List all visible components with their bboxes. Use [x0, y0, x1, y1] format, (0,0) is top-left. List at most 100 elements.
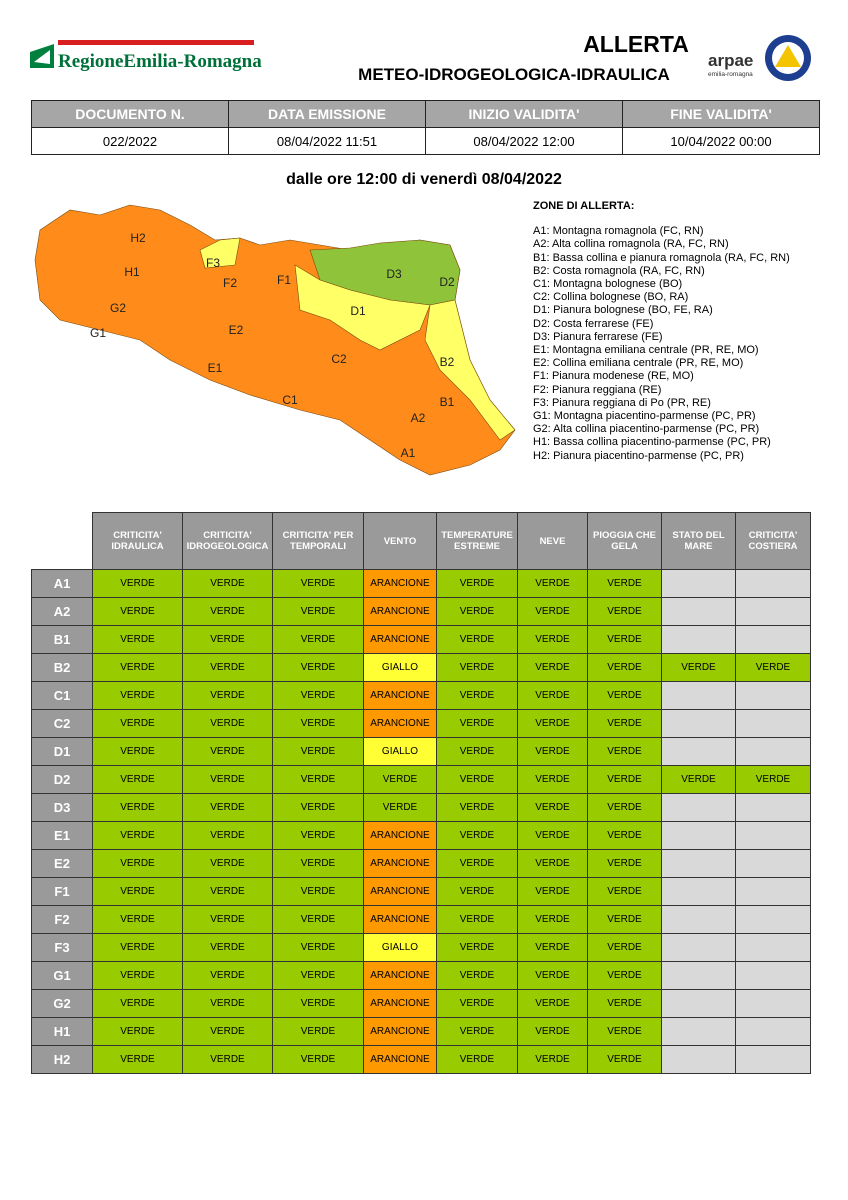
alert-cell: GIALLO — [363, 737, 437, 766]
zone-label: F3 — [31, 933, 93, 962]
alert-cell: VERDE — [272, 933, 364, 962]
alert-cell: VERDE — [92, 569, 183, 598]
alert-cell: ARANCIONE — [363, 1017, 437, 1046]
zone-label: C2 — [31, 709, 93, 738]
alert-cell — [661, 597, 736, 626]
map-zone-label: A1 — [401, 446, 416, 460]
alert-cell: VERDE — [587, 849, 662, 878]
legend-title: ZONE DI ALLERTA: — [533, 200, 635, 212]
zone-row: A2 VERDE VERDE VERDE ARANCIONE VERDE VERDE VERD… — [31, 597, 811, 626]
alert-cell: VERDE — [92, 793, 183, 822]
alert-cell: VERDE — [587, 569, 662, 598]
alert-cell: VERDE — [436, 961, 518, 990]
legend-item: E2: Collina emiliana centrale (PR, RE, M… — [533, 357, 744, 370]
alert-cell: VERDE — [587, 989, 662, 1018]
alert-cell: VERDE — [436, 625, 518, 654]
alert-cell: VERDE — [182, 597, 273, 626]
info-header: DATA EMISSIONE — [228, 100, 426, 128]
info-row: DOCUMENTO N. DATA EMISSIONE INIZIO VALIDIT… — [31, 100, 820, 128]
info-value: 08/04/2022 11:51 — [228, 127, 426, 155]
zone-label: D3 — [31, 793, 93, 822]
alert-cell — [661, 569, 736, 598]
alert-cell: VERDE — [272, 569, 364, 598]
map-zone-label: H2 — [130, 231, 146, 245]
logo-mark-detail — [34, 50, 50, 64]
map: H2 F3 H1 F2 F1 D3 D2 G2 D1 G1 E2 B2 C2 E1 B1 C1 A2 A1 — [34, 204, 516, 476]
alert-cell: VERDE — [92, 877, 183, 906]
zone-label: H2 — [31, 1045, 93, 1074]
legend-item: G1: Montagna piacentino-parmense (PC, PR… — [533, 410, 756, 423]
map-zone-label: G2 — [110, 301, 126, 315]
alert-cell: VERDE — [587, 905, 662, 934]
alert-cell: VERDE — [587, 877, 662, 906]
alert-cell: VERDE — [517, 849, 588, 878]
alert-cell — [661, 877, 736, 906]
alert-cell: VERDE — [517, 905, 588, 934]
alert-cell — [735, 905, 811, 934]
alert-cell: VERDE — [587, 737, 662, 766]
alert-cell — [735, 625, 811, 654]
alert-cell — [661, 737, 736, 766]
alert-cell: VERDE — [272, 709, 364, 738]
legend-item: C2: Collina bolognese (BO, RA) — [533, 291, 689, 304]
alert-cell: VERDE — [587, 1017, 662, 1046]
alert-cell: VERDE — [272, 625, 364, 654]
info-table: DOCUMENTO N. DATA EMISSIONE INIZIO VALIDIT… — [31, 100, 820, 155]
alert-cell — [735, 821, 811, 850]
alert-cell — [735, 961, 811, 990]
alert-cell: VERDE — [92, 765, 183, 794]
alert-cell: ARANCIONE — [363, 597, 437, 626]
legend-item: E1: Montagna emiliana centrale (PR, RE, … — [533, 344, 759, 357]
zone-row: F3 VERDE VERDE VERDE GIALLO VERDE VERDE VERDE — [31, 933, 811, 962]
alert-cell — [661, 681, 736, 710]
alert-cell: VERDE — [436, 765, 518, 794]
alert-cell: VERDE — [92, 961, 183, 990]
map-yellow-f3 — [199, 237, 241, 269]
map-zone-label: F1 — [277, 273, 291, 287]
alert-cell: VERDE — [587, 681, 662, 710]
legend-item: G2: Alta collina piacentino-parmense (PC… — [533, 423, 760, 436]
alert-cell: ARANCIONE — [363, 681, 437, 710]
column-header: CRITICITA' COSTIERA — [735, 512, 811, 570]
table-head: CRITICITA' IDRAULICA CRITICITA' IDROGEOLO… — [31, 512, 811, 570]
alert-cell — [661, 821, 736, 850]
alert-cell: VERDE — [436, 989, 518, 1018]
legend-item: B1: Bassa collina e pianura romagnola (R… — [533, 251, 790, 264]
zone-label: D2 — [31, 765, 93, 794]
column-header: CRITICITA' IDRAULICA — [92, 512, 183, 570]
alert-cell: VERDE — [272, 961, 364, 990]
alert-cell — [735, 569, 811, 598]
alert-cell — [735, 737, 811, 766]
alert-cell — [661, 625, 736, 654]
table-body: A1 VERDE VERDE VERDE ARANCIONE VERDE VERDE VERD… — [31, 569, 811, 1074]
alert-table: CRITICITA' IDRAULICA CRITICITA' IDROGEOLO… — [31, 512, 811, 1074]
zone-label: G2 — [31, 989, 93, 1018]
alert-cell: VERDE — [272, 989, 364, 1018]
column-header: CRITICITA' IDROGEOLOGICA — [182, 512, 273, 570]
alert-cell — [661, 989, 736, 1018]
header-row: CRITICITA' IDRAULICA CRITICITA' IDROGEOLO… — [31, 512, 811, 570]
alert-cell: VERDE — [272, 877, 364, 906]
column-header: STATO DEL MARE — [661, 512, 736, 570]
alert-cell: ARANCIONE — [363, 877, 437, 906]
alert-cell — [735, 709, 811, 738]
info-value: 022/2022 — [31, 127, 229, 155]
alert-cell: VERDE — [272, 653, 364, 682]
alert-cell: VERDE — [517, 569, 588, 598]
alert-cell — [661, 905, 736, 934]
alert-cell: VERDE — [272, 1017, 364, 1046]
column-header: PIOGGIA CHE GELA — [587, 512, 662, 570]
alert-cell — [735, 989, 811, 1018]
zone-label: B1 — [31, 625, 93, 654]
alert-cell: VERDE — [517, 821, 588, 850]
alert-cell: VERDE — [92, 989, 183, 1018]
alert-cell: VERDE — [436, 821, 518, 850]
alert-cell: VERDE — [182, 1017, 273, 1046]
alert-cell: VERDE — [517, 793, 588, 822]
alert-cell — [661, 961, 736, 990]
alert-cell: VERDE — [272, 765, 364, 794]
alert-cell: VERDE — [517, 1045, 588, 1074]
zone-row: H2 VERDE VERDE VERDE ARANCIONE VERDE VERDE VERD… — [31, 1045, 811, 1074]
alert-cell: VERDE — [661, 765, 736, 794]
